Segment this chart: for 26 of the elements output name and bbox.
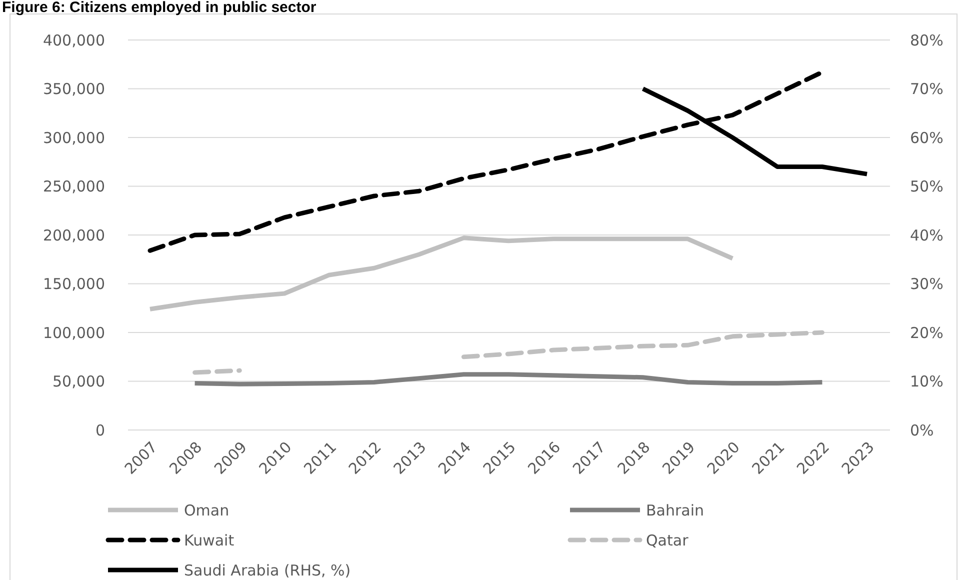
y-tick-label: 300,000 xyxy=(42,128,105,147)
y2-tick-label: 30% xyxy=(910,275,944,293)
line-series xyxy=(148,236,735,312)
y2-tick-label: 0% xyxy=(910,421,934,440)
y-tick-label: 200,000 xyxy=(42,226,105,244)
y-tick-label: 150,000 xyxy=(42,275,105,293)
legend-label: Bahrain xyxy=(646,501,704,520)
y-tick-label: 50,000 xyxy=(52,372,105,390)
y2-tick-label: 20% xyxy=(910,324,944,342)
y2-tick-label: 50% xyxy=(910,178,944,196)
y-tick-label: 350,000 xyxy=(42,80,105,98)
legend-label: Saudi Arabia (RHS, %) xyxy=(184,561,351,580)
legend-label: Kuwait xyxy=(184,531,234,550)
y-tick-label: 0 xyxy=(95,421,105,440)
y2-tick-label: 10% xyxy=(910,372,944,390)
y-tick-label: 100,000 xyxy=(42,324,105,342)
line-series xyxy=(192,372,824,386)
y-tick-label: 400,000 xyxy=(42,31,105,50)
y2-tick-label: 70% xyxy=(910,80,944,98)
y2-tick-label: 60% xyxy=(910,128,944,147)
chart-title: Figure 6: Citizens employed in public sector xyxy=(2,0,316,16)
legend-label: Qatar xyxy=(646,531,690,550)
y-tick-label: 250,000 xyxy=(42,178,105,196)
legend-label: Oman xyxy=(184,501,230,520)
y2-tick-label: 40% xyxy=(910,226,944,244)
y2-tick-label: 80% xyxy=(910,31,944,50)
